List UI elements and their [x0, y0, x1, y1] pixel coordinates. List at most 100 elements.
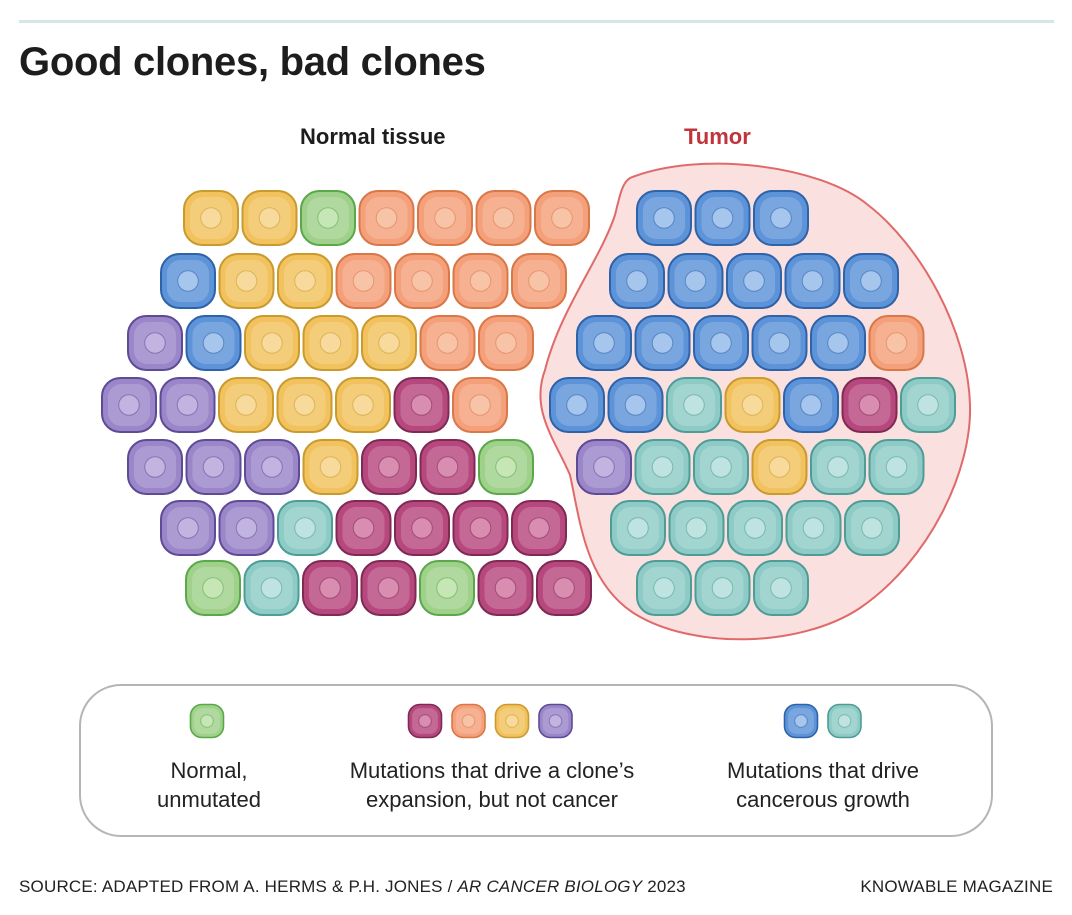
tumor-cell-teal — [900, 377, 956, 433]
tumor-cell-teal — [693, 439, 749, 495]
normal-cell-yellow — [183, 190, 239, 246]
normal-cell-yellow — [276, 377, 333, 433]
normal-cell-yellow — [361, 315, 417, 371]
tumor-cell-blue — [783, 377, 839, 433]
normal-cell-orange — [452, 377, 508, 433]
normal-cell-yellow — [302, 315, 359, 371]
normal-cell-orange — [511, 253, 567, 309]
normal-cell-magenta — [511, 500, 567, 556]
normal-cell-normal — [185, 560, 241, 616]
tumor-cell-blue — [549, 377, 605, 433]
legend-swatch-teal — [827, 703, 862, 739]
normal-cell-magenta — [360, 560, 417, 616]
tumor-cell-yellow — [724, 377, 781, 433]
normal-cell-magenta — [335, 500, 392, 556]
normal-cell-magenta — [536, 560, 592, 616]
brand-credit: KNOWABLE MAGAZINE — [860, 877, 1053, 896]
normal-cell-orange — [335, 253, 392, 309]
normal-cell-orange — [394, 253, 450, 309]
tumor-cell-yellow — [751, 439, 808, 495]
source-year: 2023 — [642, 877, 686, 896]
tumor-cell-blue — [636, 190, 692, 246]
source-credit: SOURCE: ADAPTED FROM A. HERMS & P.H. JON… — [19, 877, 686, 897]
normal-cell-purple — [160, 500, 216, 556]
normal-cell-orange — [419, 315, 476, 371]
normal-cell-yellow — [335, 377, 391, 433]
tumor-cell-teal — [753, 560, 809, 616]
tumor-cell-teal — [810, 439, 866, 495]
normal-cell-purple — [185, 439, 242, 495]
normal-cell-yellow — [302, 439, 359, 495]
tumor-cell-purple — [576, 439, 632, 495]
normal-cell-yellow — [218, 253, 275, 309]
tumor-cell-blue — [634, 315, 691, 371]
legend-swatch-magenta — [407, 703, 443, 739]
tumor-cell-blue — [693, 315, 749, 371]
normal-cell-purple — [244, 439, 300, 495]
tumor-cell-teal — [668, 500, 725, 556]
tumor-cell-teal — [785, 500, 842, 556]
tumor-cell-blue — [667, 253, 724, 309]
normal-cell-purple — [127, 439, 183, 495]
normal-cell-teal — [277, 500, 333, 556]
tumor-cell-blue — [694, 190, 751, 246]
tumor-cell-blue — [751, 315, 808, 371]
normal-cell-yellow — [218, 377, 274, 433]
normal-cell-blue — [160, 253, 216, 309]
legend-swatch-blue — [783, 703, 819, 739]
legend-caption-normal: Normal, unmutated — [157, 758, 261, 812]
tumor-cell-teal — [634, 439, 691, 495]
tumor-cell-blue — [810, 315, 866, 371]
legend-caption-expansion: Mutations that drive a clone’s expansion… — [349, 758, 635, 812]
tumor-cell-teal — [636, 560, 692, 616]
normal-cell-orange — [452, 253, 509, 309]
tumor-cell-blue — [753, 190, 809, 246]
tumor-cell-blue — [576, 315, 632, 371]
tumor-cell-blue — [843, 253, 899, 309]
tumor-cell-blue — [726, 253, 782, 309]
top-rule — [19, 20, 1054, 23]
normal-cell-magenta — [394, 500, 450, 556]
normal-cell-magenta — [452, 500, 509, 556]
normal-cell-orange — [417, 190, 473, 246]
tumor-cell-orange — [868, 315, 925, 371]
normal-cell-blue — [185, 315, 242, 371]
tumor-cell-teal — [610, 500, 666, 556]
normal-cell-purple — [159, 377, 216, 433]
normal-cell-normal — [300, 190, 356, 246]
tumor-cell-blue — [784, 253, 841, 309]
tumor-label: Tumor — [684, 124, 751, 149]
tumor-cell-blue — [607, 377, 664, 433]
normal-cell-orange — [478, 315, 534, 371]
tumor-cells — [549, 190, 956, 616]
tumor-cell-blue — [609, 253, 665, 309]
legend-swatch-purple — [538, 703, 573, 739]
tumor-cell-teal — [727, 500, 783, 556]
normal-cell-magenta — [393, 377, 450, 433]
tumor-cell-teal — [694, 560, 751, 616]
normal-tissue-cells — [101, 190, 592, 616]
normal-cell-magenta — [419, 439, 476, 495]
figure-title: Good clones, bad clones — [19, 40, 486, 84]
normal-cell-yellow — [244, 315, 300, 371]
normal-cell-purple — [101, 377, 157, 433]
normal-cell-normal — [478, 439, 534, 495]
tumor-cell-teal — [844, 500, 900, 556]
normal-cell-teal — [243, 560, 300, 616]
normal-cell-magenta — [477, 560, 534, 616]
source-journal: AR CANCER BIOLOGY — [457, 877, 643, 896]
normal-tissue-label: Normal tissue — [300, 124, 446, 149]
normal-cell-yellow — [277, 253, 333, 309]
legend-swatch-normal — [189, 703, 225, 739]
tumor-cell-magenta — [841, 377, 898, 433]
legend-caption-cancer: Mutations that drive cancerous growth — [727, 758, 919, 812]
legend-swatch-yellow — [494, 703, 530, 739]
normal-cell-orange — [358, 190, 415, 246]
normal-cell-magenta — [302, 560, 358, 616]
normal-cell-purple — [127, 315, 183, 371]
tumor-cell-teal — [868, 439, 925, 495]
normal-cell-purple — [218, 500, 275, 556]
normal-cell-magenta — [361, 439, 417, 495]
legend-swatch-orange — [451, 703, 486, 739]
